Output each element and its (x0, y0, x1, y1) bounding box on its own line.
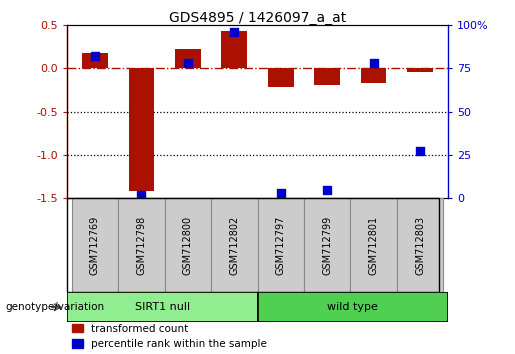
Bar (72, 198, 118, 292)
Point (91, 53, 99, 59)
Text: GSM712798: GSM712798 (136, 216, 146, 275)
Bar (315, 68, 340, 85)
Point (277, 190, 285, 196)
Bar (118, 198, 165, 292)
Bar (82, 52, 108, 68)
Bar (361, 68, 386, 83)
Text: GSM712799: GSM712799 (322, 216, 332, 275)
Bar (211, 198, 258, 292)
Text: GSM712800: GSM712800 (183, 216, 193, 275)
Bar (165, 198, 211, 292)
Text: GSM712797: GSM712797 (276, 216, 286, 275)
Text: SIRT1 null: SIRT1 null (134, 302, 190, 312)
Text: GDS4895 / 1426097_a_at: GDS4895 / 1426097_a_at (169, 11, 346, 25)
Text: GSM712769: GSM712769 (90, 216, 100, 275)
Text: GSM712802: GSM712802 (229, 216, 239, 275)
Bar (350, 198, 397, 292)
Point (370, 60, 378, 66)
Text: wild type: wild type (328, 302, 378, 312)
Bar (221, 31, 247, 68)
Point (230, 29, 238, 35)
Legend: transformed count, percentile rank within the sample: transformed count, percentile rank withi… (72, 324, 267, 349)
Bar (175, 49, 200, 68)
Bar (258, 198, 304, 292)
Bar (304, 198, 350, 292)
Bar (258, 292, 448, 322)
Text: GSM712801: GSM712801 (369, 216, 379, 275)
Bar (129, 68, 154, 191)
Point (416, 149, 424, 154)
Text: GSM712803: GSM712803 (415, 216, 425, 275)
Text: genotype/variation: genotype/variation (5, 302, 104, 312)
Point (323, 187, 331, 193)
Point (184, 60, 192, 66)
Bar (268, 68, 294, 87)
Bar (407, 68, 433, 73)
Bar (67, 292, 258, 322)
Point (137, 192, 145, 198)
Bar (397, 198, 443, 292)
